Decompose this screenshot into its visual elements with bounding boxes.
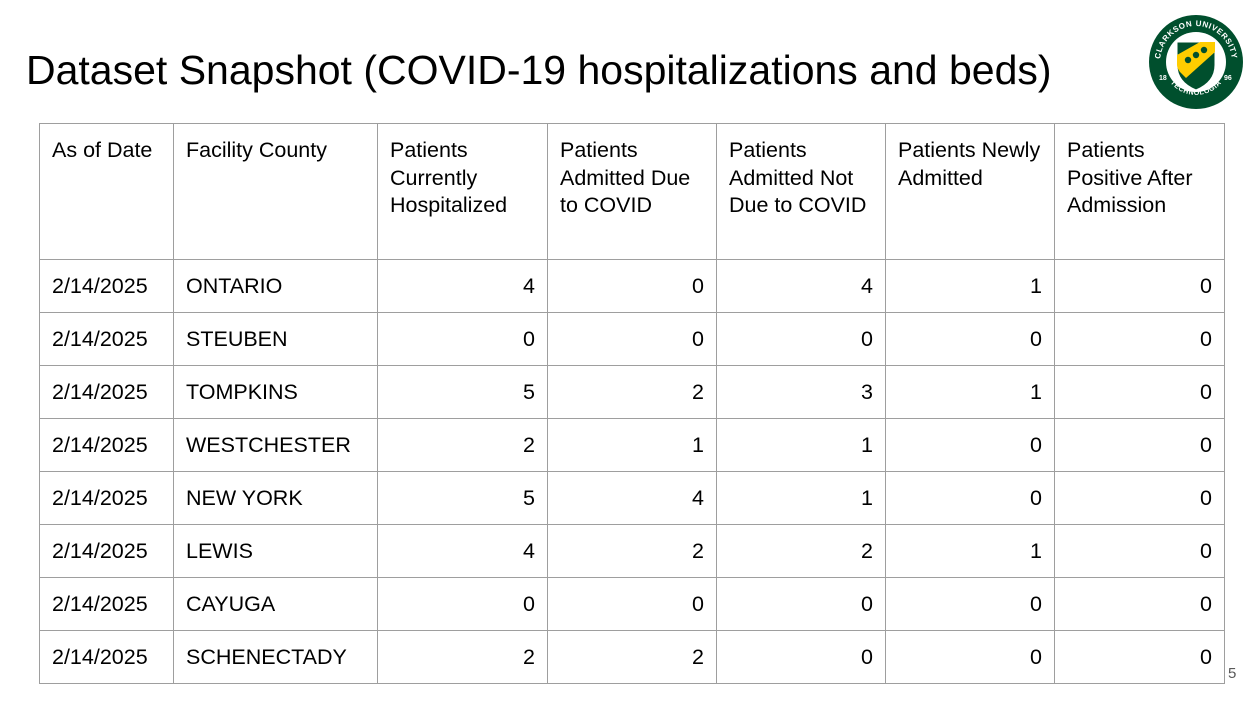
- table-row: 2/14/2025 NEW YORK 5 4 1 0 0: [40, 472, 1225, 525]
- cell-facility-county: STEUBEN: [174, 313, 378, 366]
- cell-newly-admitted: 0: [886, 419, 1055, 472]
- column-header-positive-after-admission: Patients Positive After Admission: [1055, 124, 1225, 260]
- cell-positive-after-admission: 0: [1055, 631, 1225, 684]
- cell-facility-county: CAYUGA: [174, 578, 378, 631]
- slide-title: Dataset Snapshot (COVID-19 hospitalizati…: [26, 41, 1052, 99]
- cell-positive-after-admission: 0: [1055, 419, 1225, 472]
- cell-facility-county: LEWIS: [174, 525, 378, 578]
- column-header-admitted-due-to-covid: Patients Admitted Due to COVID: [548, 124, 717, 260]
- clarkson-university-logo: CLARKSON UNIVERSITY TECHNOLOGIA 18 96: [1144, 10, 1248, 114]
- table-row: 2/14/2025 WESTCHESTER 2 1 1 0 0: [40, 419, 1225, 472]
- page-number: 5: [1228, 665, 1236, 682]
- cell-newly-admitted: 1: [886, 525, 1055, 578]
- column-header-facility-county: Facility County: [174, 124, 378, 260]
- cell-as-of-date: 2/14/2025: [40, 260, 174, 313]
- logo-year-right: 96: [1224, 75, 1232, 82]
- cell-admitted-not-due-to-covid: 4: [717, 260, 886, 313]
- cell-currently-hospitalized: 4: [378, 525, 548, 578]
- cell-admitted-not-due-to-covid: 0: [717, 578, 886, 631]
- column-header-as-of-date: As of Date: [40, 124, 174, 260]
- cell-newly-admitted: 0: [886, 578, 1055, 631]
- cell-positive-after-admission: 0: [1055, 260, 1225, 313]
- cell-positive-after-admission: 0: [1055, 525, 1225, 578]
- cell-currently-hospitalized: 5: [378, 366, 548, 419]
- cell-admitted-due-to-covid: 2: [548, 366, 717, 419]
- cell-admitted-not-due-to-covid: 1: [717, 419, 886, 472]
- cell-currently-hospitalized: 0: [378, 313, 548, 366]
- cell-admitted-not-due-to-covid: 0: [717, 631, 886, 684]
- cell-newly-admitted: 0: [886, 313, 1055, 366]
- cell-admitted-not-due-to-covid: 1: [717, 472, 886, 525]
- cell-as-of-date: 2/14/2025: [40, 419, 174, 472]
- cell-facility-county: NEW YORK: [174, 472, 378, 525]
- cell-currently-hospitalized: 2: [378, 631, 548, 684]
- cell-newly-admitted: 1: [886, 260, 1055, 313]
- cell-as-of-date: 2/14/2025: [40, 313, 174, 366]
- table-row: 2/14/2025 ONTARIO 4 0 4 1 0: [40, 260, 1225, 313]
- cell-as-of-date: 2/14/2025: [40, 366, 174, 419]
- cell-positive-after-admission: 0: [1055, 366, 1225, 419]
- cell-facility-county: ONTARIO: [174, 260, 378, 313]
- cell-as-of-date: 2/14/2025: [40, 525, 174, 578]
- table-row: 2/14/2025 CAYUGA 0 0 0 0 0: [40, 578, 1225, 631]
- table-row: 2/14/2025 SCHENECTADY 2 2 0 0 0: [40, 631, 1225, 684]
- column-header-newly-admitted: Patients Newly Admitted: [886, 124, 1055, 260]
- table-row: 2/14/2025 LEWIS 4 2 2 1 0: [40, 525, 1225, 578]
- table-header-row: As of Date Facility County Patients Curr…: [40, 124, 1225, 260]
- cell-newly-admitted: 1: [886, 366, 1055, 419]
- cell-facility-county: SCHENECTADY: [174, 631, 378, 684]
- cell-admitted-due-to-covid: 1: [548, 419, 717, 472]
- table-row: 2/14/2025 STEUBEN 0 0 0 0 0: [40, 313, 1225, 366]
- cell-facility-county: WESTCHESTER: [174, 419, 378, 472]
- cell-admitted-not-due-to-covid: 0: [717, 313, 886, 366]
- cell-currently-hospitalized: 4: [378, 260, 548, 313]
- cell-positive-after-admission: 0: [1055, 578, 1225, 631]
- cell-admitted-due-to-covid: 2: [548, 525, 717, 578]
- cell-as-of-date: 2/14/2025: [40, 631, 174, 684]
- cell-newly-admitted: 0: [886, 472, 1055, 525]
- dataset-table: As of Date Facility County Patients Curr…: [39, 123, 1225, 684]
- cell-as-of-date: 2/14/2025: [40, 472, 174, 525]
- column-header-currently-hospitalized: Patients Currently Hospitalized: [378, 124, 548, 260]
- cell-positive-after-admission: 0: [1055, 313, 1225, 366]
- cell-admitted-due-to-covid: 0: [548, 578, 717, 631]
- cell-facility-county: TOMPKINS: [174, 366, 378, 419]
- cell-admitted-due-to-covid: 0: [548, 260, 717, 313]
- cell-currently-hospitalized: 0: [378, 578, 548, 631]
- cell-admitted-due-to-covid: 0: [548, 313, 717, 366]
- logo-year-left: 18: [1159, 75, 1167, 82]
- cell-admitted-due-to-covid: 4: [548, 472, 717, 525]
- cell-currently-hospitalized: 5: [378, 472, 548, 525]
- cell-admitted-not-due-to-covid: 2: [717, 525, 886, 578]
- cell-as-of-date: 2/14/2025: [40, 578, 174, 631]
- cell-newly-admitted: 0: [886, 631, 1055, 684]
- cell-currently-hospitalized: 2: [378, 419, 548, 472]
- column-header-admitted-not-due-to-covid: Patients Admitted Not Due to COVID: [717, 124, 886, 260]
- table-row: 2/14/2025 TOMPKINS 5 2 3 1 0: [40, 366, 1225, 419]
- cell-positive-after-admission: 0: [1055, 472, 1225, 525]
- cell-admitted-not-due-to-covid: 3: [717, 366, 886, 419]
- cell-admitted-due-to-covid: 2: [548, 631, 717, 684]
